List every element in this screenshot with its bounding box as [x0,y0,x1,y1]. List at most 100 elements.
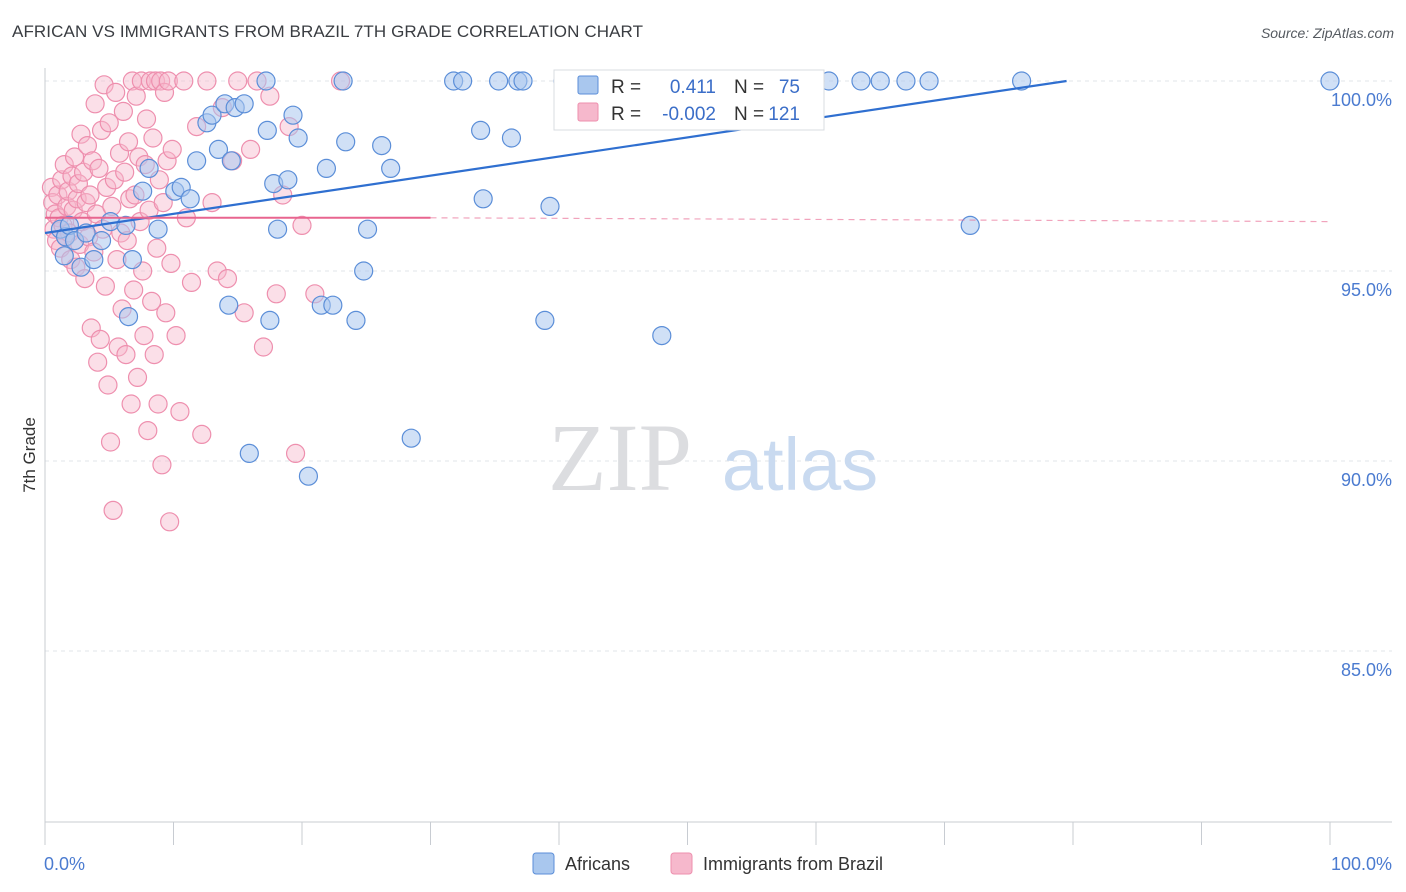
y-axis-label: 7th Grade [20,417,39,493]
africans-point-46 [372,136,392,156]
africans-point-50 [453,71,473,91]
brazil-point-117 [285,443,306,463]
y-tick-label-2: 95.0% [1341,280,1392,300]
africans-point-25 [221,151,241,171]
brazil-point-46 [100,432,121,452]
africans-point-71 [919,71,939,91]
axes [44,68,1392,845]
brazil-point-79 [143,128,163,148]
brazil-point-48 [103,500,123,520]
africans-point-69 [870,71,890,91]
africans-point-72 [960,215,980,235]
africans-point-11 [118,307,139,327]
stat-r-value-brazil: -0.002 [662,104,716,125]
brazil-point-49 [104,170,124,190]
africans-point-30 [257,120,277,140]
brazil-point-45 [99,113,119,133]
brazil-point-62 [121,394,141,414]
brazil-point-118 [292,215,312,235]
trend-line-brazil-extension [430,217,1331,223]
africans-point-42 [336,132,356,152]
brazil-point-30 [80,185,100,205]
africans-point-33 [267,219,288,239]
africans-point-54 [501,128,522,148]
africans-point-14 [139,158,159,178]
africans-point-44 [354,261,374,281]
y-tick-label-3: 100.0% [1331,90,1392,110]
africans-point-8 [91,231,112,251]
brazil-point-66 [126,86,146,106]
brazil-point-16 [62,166,82,186]
brazil-point-74 [136,109,157,129]
trend-line-africans [44,79,1067,235]
brazil-point-95 [166,326,186,346]
brazil-point-82 [147,238,167,258]
brazil-point-88 [154,82,175,103]
x-tick-label-1: 100.0% [1331,854,1392,874]
africans-point-4 [54,246,74,266]
stats-swatch-brazil [577,102,599,122]
africans-point-36 [288,128,308,148]
africans-point-43 [346,310,366,330]
brazil-point-96 [170,402,190,422]
africans-point-70 [896,71,916,91]
brazil-point-42 [95,276,115,296]
brazil-point-75 [138,421,158,441]
brazil-point-23 [71,124,91,144]
brazil-point-92 [160,512,180,532]
brazil-point-72 [134,326,154,346]
y-tick-label-0: 85.0% [1341,660,1392,680]
watermark: ZIP atlas [548,404,878,511]
brazil-point-43 [97,177,117,197]
stat-n-label-africans: N = [734,77,764,98]
stat-n-value-africans: 75 [779,77,800,98]
africans-point-47 [381,158,401,178]
brazil-point-21 [68,174,89,194]
brazil-point-50 [106,82,126,103]
africans-point-21 [202,105,222,125]
africans-point-45 [357,219,378,239]
brazil-point-28 [77,136,98,156]
legend-label-africans: Africans [565,854,630,874]
africans-point-7 [84,250,104,270]
brazil-point-83 [148,394,168,414]
y-tick-label-1: 90.0% [1341,470,1392,490]
africans-point-56 [513,71,533,91]
brazil-point-38 [90,329,110,349]
series-africans [50,71,1340,486]
brazil-point-90 [157,151,177,171]
africans-point-68 [851,71,871,91]
africans-point-48 [401,428,421,448]
africans-point-37 [298,466,319,486]
brazil-point-67 [127,367,148,387]
africans-point-63 [652,326,672,346]
brazil-point-93 [161,253,181,273]
brazil-point-104 [207,261,227,281]
africans-point-35 [283,105,303,125]
stat-n-value-brazil: 121 [768,104,800,125]
africans-point-52 [473,189,493,209]
africans-point-74 [1320,71,1340,91]
brazil-point-106 [217,269,238,289]
watermark-atlas: atlas [722,423,878,506]
legend: Africans Immigrants from Brazil [532,852,883,875]
brazil-point-60 [118,132,139,152]
africans-point-40 [323,295,343,315]
africans-point-29 [256,71,276,91]
brazil-point-97 [174,71,194,91]
trend-lines [44,79,1331,235]
africans-point-34 [278,170,298,190]
africans-point-31 [260,310,280,330]
africans-point-41 [333,71,353,91]
brazil-point-41 [94,75,114,95]
brazil-point-112 [253,337,274,357]
legend-swatch-africans [532,852,555,875]
brazil-point-64 [124,280,144,300]
africans-point-24 [219,295,239,315]
brazil-point-86 [152,455,172,475]
brazil-point-37 [89,158,109,178]
chart-title: AFRICAN VS IMMIGRANTS FROM BRAZIL 7TH GR… [12,22,644,41]
stat-r-value-africans: 0.411 [670,77,716,98]
stats-box: R = 0.411 N = 75 R = -0.002 N = 121 [553,69,825,131]
brazil-point-78 [142,291,162,311]
